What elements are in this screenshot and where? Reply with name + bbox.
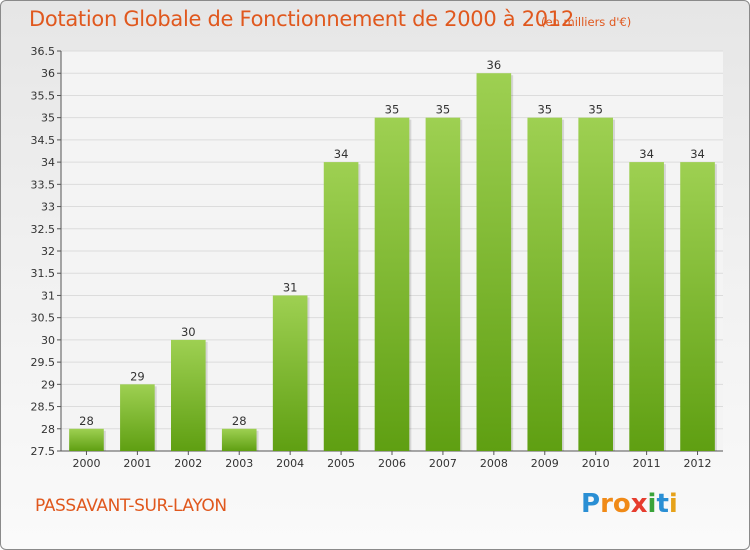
- x-tick-label: 2007: [429, 457, 457, 470]
- y-tick-label: 34: [41, 156, 55, 169]
- bar: [629, 162, 664, 451]
- bar: [120, 384, 155, 451]
- bar-value-label: 36: [487, 58, 502, 72]
- y-tick-label: 36.5: [31, 45, 56, 58]
- y-tick-label: 27.5: [31, 445, 56, 458]
- bar: [374, 117, 410, 452]
- bar-value-label: 34: [690, 147, 705, 161]
- y-tick-label: 33: [41, 201, 55, 214]
- chart-subtitle: (en milliers d'€): [541, 15, 632, 29]
- bar: [578, 117, 614, 452]
- y-tick-label: 30.5: [31, 312, 56, 325]
- x-tick-label: 2005: [327, 457, 355, 470]
- bar-value-label: 30: [181, 325, 196, 339]
- bar: [69, 428, 104, 451]
- y-tick-label: 33.5: [31, 178, 56, 191]
- y-tick-label: 35.5: [31, 89, 56, 102]
- logo-letter: o: [612, 489, 631, 519]
- y-tick-label: 34.5: [31, 134, 56, 147]
- y-tick-label: 28: [41, 423, 55, 436]
- logo-letter: x: [630, 489, 648, 519]
- x-tick-label: 2011: [633, 457, 661, 470]
- x-tick-label: 2006: [378, 457, 406, 470]
- bar-value-label: 28: [79, 414, 94, 428]
- x-tick-label: 2001: [123, 457, 151, 470]
- bar: [221, 428, 257, 451]
- town-name: PASSAVANT-SUR-LAYON: [35, 496, 227, 516]
- x-tick-label: 2012: [684, 457, 712, 470]
- x-tick-label: 2003: [225, 457, 253, 470]
- y-tick-label: 35: [41, 112, 55, 125]
- bar: [425, 117, 461, 452]
- x-tick-label: 2009: [531, 457, 559, 470]
- logo-letter: i: [668, 489, 678, 519]
- y-tick-label: 29: [41, 378, 55, 391]
- bar: [476, 73, 512, 451]
- logo-letter: i: [647, 489, 657, 519]
- bar-value-label: 29: [130, 369, 145, 383]
- bar-value-label: 35: [537, 103, 552, 117]
- bar-value-label: 35: [436, 103, 451, 117]
- bar-value-label: 35: [588, 103, 603, 117]
- x-tick-label: 2008: [480, 457, 508, 470]
- bar: [170, 339, 206, 451]
- logo-letter: r: [600, 489, 613, 519]
- bar-value-label: 31: [283, 280, 298, 294]
- bar: [680, 162, 715, 451]
- logo-letter: P: [581, 489, 601, 519]
- x-tick-label: 2004: [276, 457, 304, 470]
- bar-value-label: 35: [385, 103, 400, 117]
- bar-value-label: 34: [334, 147, 349, 161]
- y-tick-label: 31: [41, 289, 55, 302]
- y-tick-label: 32.5: [31, 223, 56, 236]
- y-tick-label: 29.5: [31, 356, 56, 369]
- logo-letter: t: [656, 489, 669, 519]
- proxiti-logo: Proxiti: [581, 489, 678, 519]
- bar: [323, 162, 359, 451]
- bar-value-label: 28: [232, 414, 247, 428]
- x-tick-label: 2010: [582, 457, 610, 470]
- y-tick-label: 32: [41, 245, 55, 258]
- y-tick-label: 30: [41, 334, 55, 347]
- y-tick-label: 28.5: [31, 401, 56, 414]
- bar: [527, 117, 563, 452]
- bar-value-label: 34: [639, 147, 654, 161]
- y-tick-label: 36: [41, 67, 55, 80]
- x-tick-label: 2000: [72, 457, 100, 470]
- bar: [272, 295, 308, 451]
- x-tick-label: 2002: [174, 457, 202, 470]
- y-tick-label: 31.5: [31, 267, 56, 280]
- chart-title: Dotation Globale de Fonctionnement de 20…: [29, 7, 574, 31]
